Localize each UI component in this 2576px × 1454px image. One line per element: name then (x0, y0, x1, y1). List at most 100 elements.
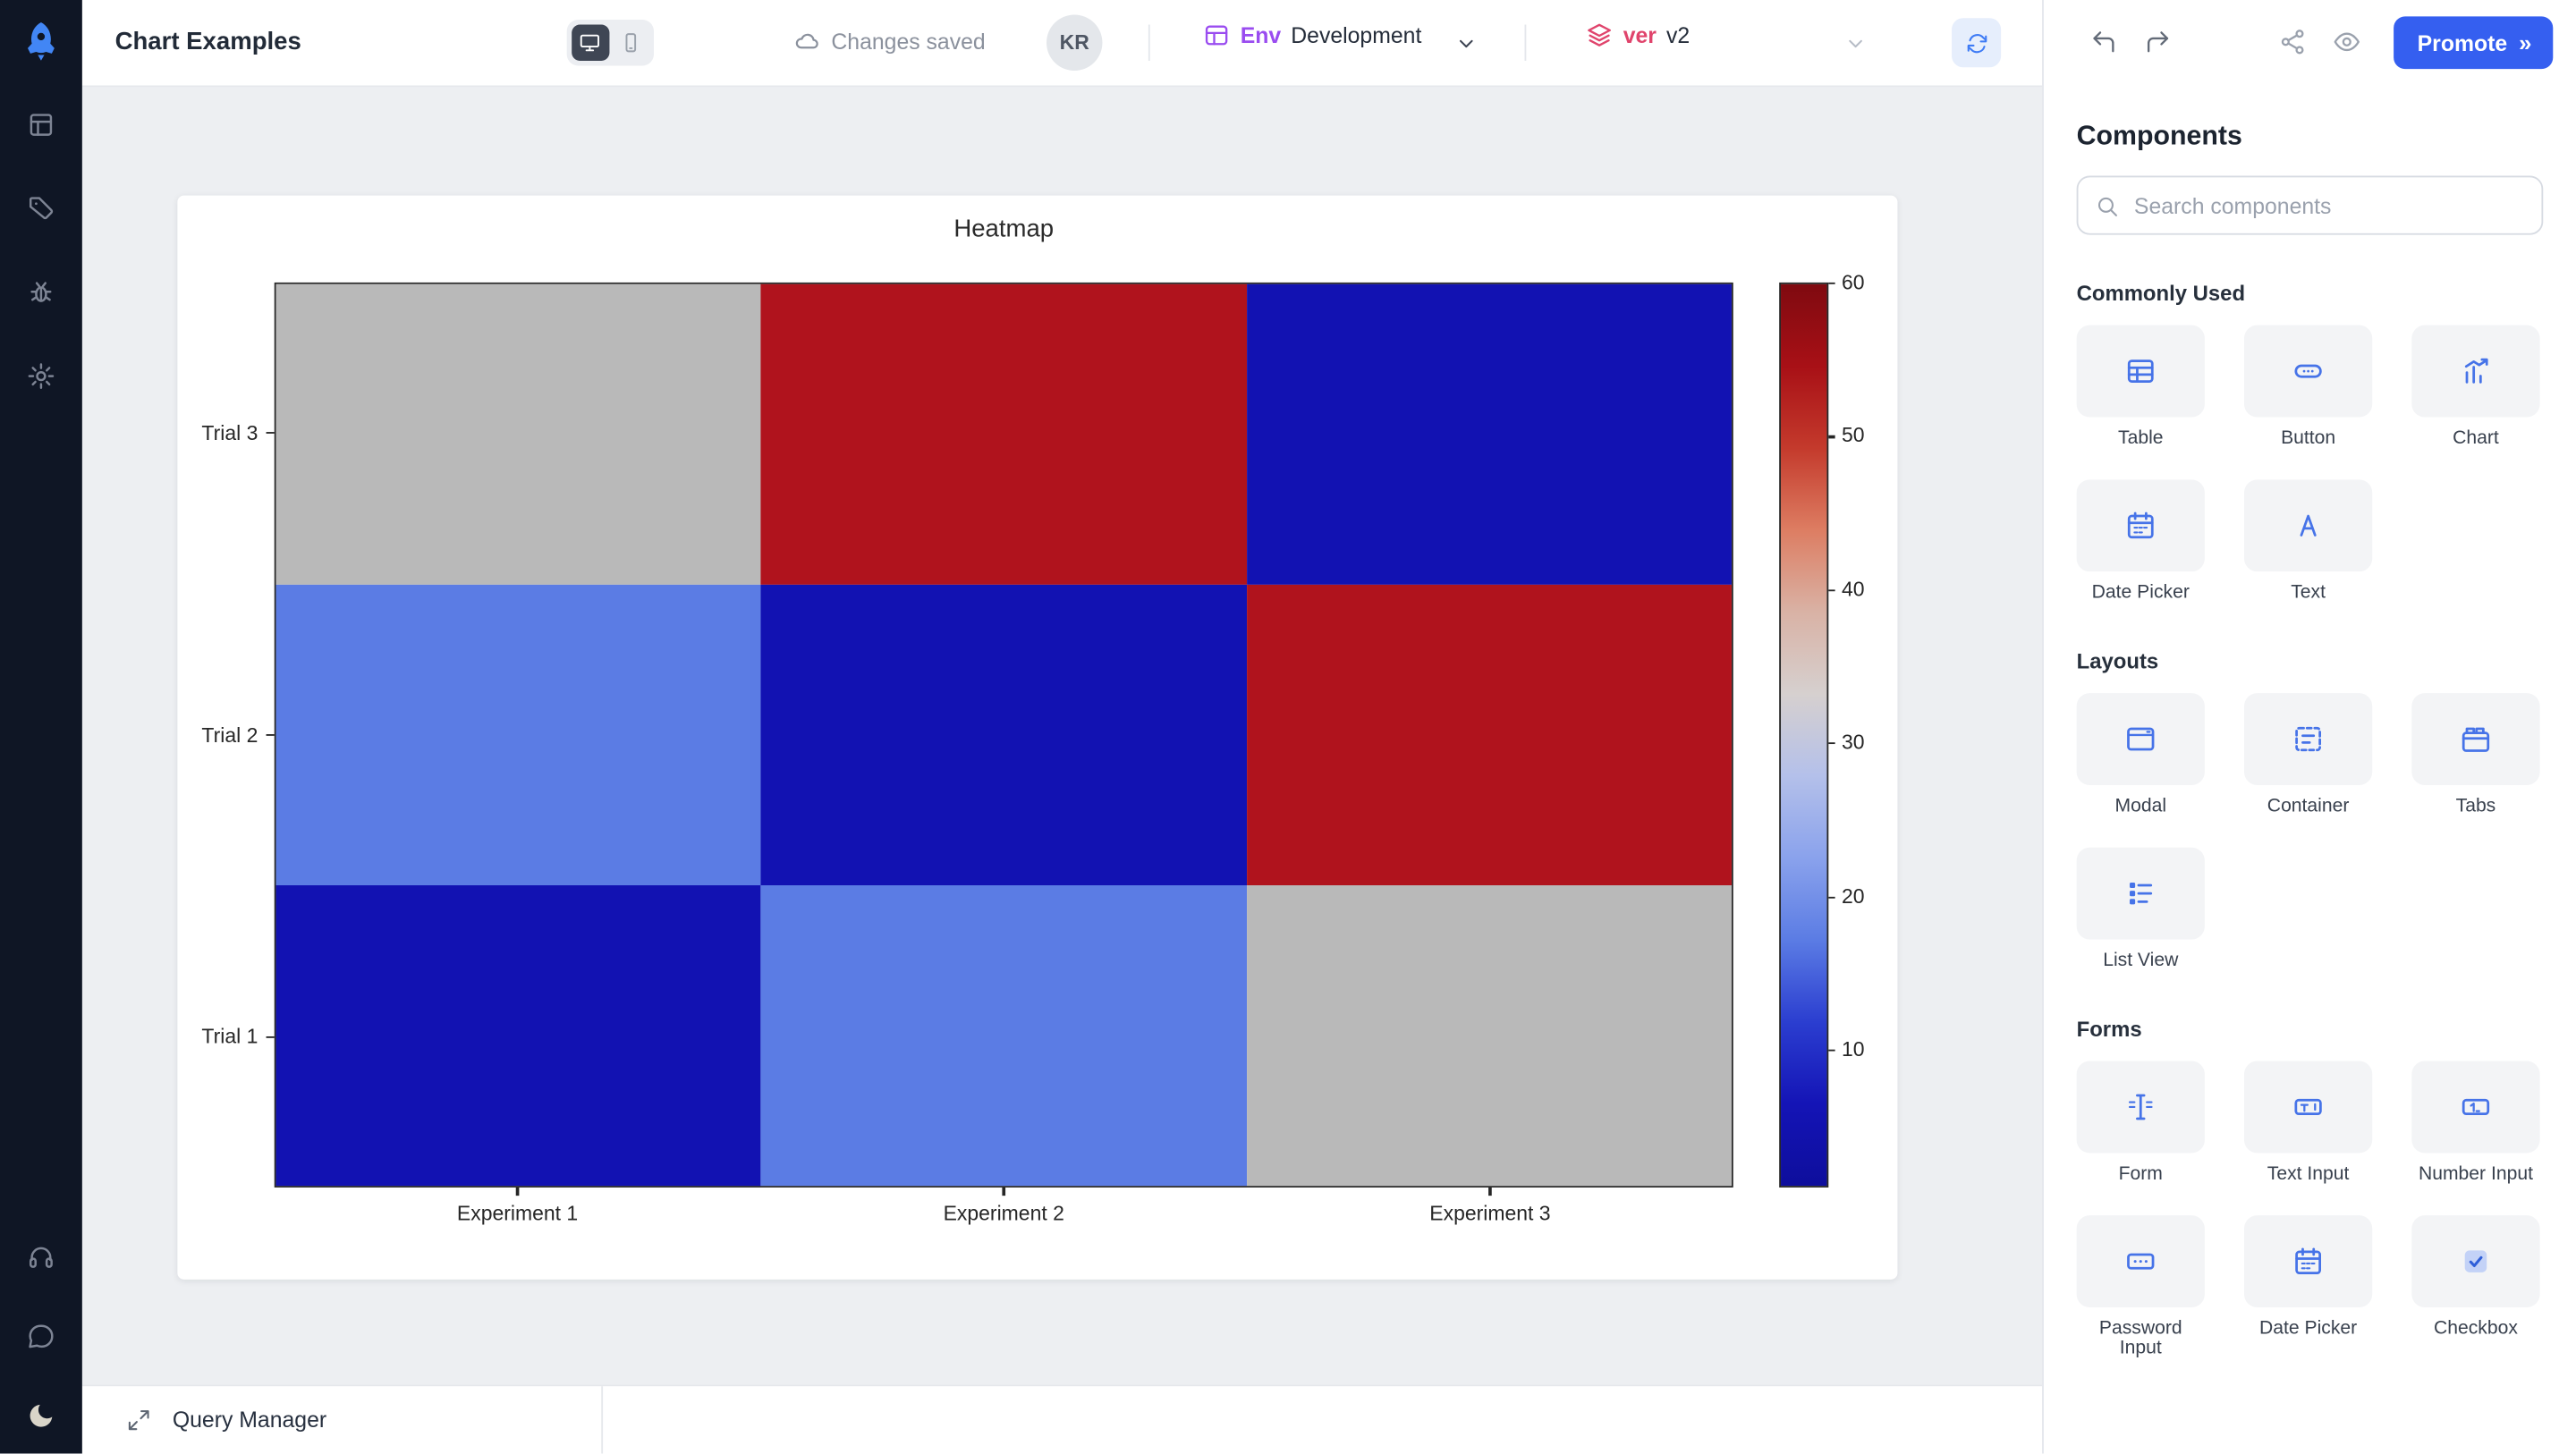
avatar[interactable]: KR (1046, 14, 1103, 71)
heatmap-cell (761, 885, 1247, 1187)
modal-icon (2124, 723, 2157, 756)
colorbar-tick-label: 40 (1841, 578, 1865, 601)
heatmap-plot (274, 282, 1733, 1188)
heatmap-cell (1246, 584, 1732, 885)
eye-icon (2334, 28, 2361, 55)
colorbar-tick (1828, 1049, 1835, 1052)
colorbar-tick (1828, 282, 1835, 285)
promote-chevron-icon: » (2519, 30, 2531, 56)
heatmap-cell (761, 584, 1247, 885)
y-axis-labels: Trial 3 Trial 2 Trial 1 (177, 283, 274, 1188)
component-card-label: List View (2103, 951, 2179, 971)
section-title: Layouts (2076, 648, 2159, 674)
query-manager-toggle[interactable]: Query Manager (82, 1386, 326, 1453)
undo-button[interactable] (2089, 28, 2119, 57)
component-card-label: Button (2281, 428, 2336, 449)
env-label: Env (1240, 22, 1282, 48)
bug-icon[interactable] (26, 277, 55, 307)
sidebar-nav (26, 110, 55, 391)
mobile-view-button[interactable] (612, 25, 648, 61)
passwordinput-icon (2124, 1245, 2157, 1278)
redo-icon (2144, 28, 2172, 55)
app-title: Chart Examples (114, 28, 301, 56)
version-selector[interactable]: ver v2 (1585, 21, 1690, 49)
component-card-tabs[interactable]: Tabs (2411, 693, 2540, 816)
container-icon (2292, 723, 2325, 756)
component-sections: Commonly Used Table Button Chart Date Picker… (2076, 281, 2544, 1358)
heatmap-cell (1246, 885, 1732, 1187)
tag-icon[interactable] (26, 194, 55, 224)
colorbar (1779, 282, 1829, 1188)
redo-button[interactable] (2144, 28, 2174, 57)
query-manager-label: Query Manager (172, 1408, 327, 1433)
y-tick-label: Trial 1 (177, 886, 274, 1188)
x-tick-label: Experiment 3 (1429, 1202, 1551, 1226)
component-card-button[interactable]: Button (2243, 325, 2373, 449)
component-card-date-picker[interactable]: Date Picker (2243, 1215, 2373, 1358)
component-card-label: Tabs (2455, 796, 2496, 816)
undo-icon (2089, 28, 2117, 55)
expand-icon (126, 1408, 151, 1433)
promote-label: Promote (2417, 30, 2508, 55)
promote-button[interactable]: Promote » (2394, 16, 2554, 70)
component-card-container[interactable]: Container (2243, 693, 2373, 816)
version-chevron-down-icon[interactable] (1843, 31, 1868, 56)
phone-icon (619, 31, 642, 55)
component-card-label: Password Input (2098, 1318, 2182, 1358)
component-card-text[interactable]: Text (2243, 479, 2373, 603)
component-card-chart[interactable]: Chart (2411, 325, 2540, 448)
version-value: v2 (1665, 22, 1690, 48)
app-canvas: Heatmap Trial 3 Trial 2 Trial 1 Experiment… (81, 85, 2043, 1385)
component-card-modal[interactable]: Modal (2076, 693, 2205, 816)
gear-icon[interactable] (26, 361, 55, 391)
search-input[interactable] (2131, 190, 2542, 220)
section-title: Commonly Used (2076, 281, 2246, 306)
refresh-button[interactable] (1952, 18, 2002, 68)
desktop-view-button[interactable] (572, 24, 609, 61)
text-icon (2292, 509, 2325, 542)
top-bar: Chart Examples Changes saved KR Env Deve… (81, 0, 2043, 88)
component-card-label: Form (2118, 1164, 2163, 1185)
chart-title: Heatmap (953, 215, 1055, 243)
chart-icon (2460, 355, 2493, 388)
checkbox-icon (2460, 1245, 2493, 1278)
environment-selector[interactable]: Env Development (1202, 21, 1421, 49)
component-card-table[interactable]: Table (2076, 325, 2205, 448)
panel-header: Promote » (2044, 0, 2576, 86)
numberinput-icon (2460, 1091, 2493, 1124)
editor-panel-icon[interactable] (26, 110, 55, 139)
heatmap-chart-component[interactable]: Heatmap Trial 3 Trial 2 Trial 1 Experiment… (177, 195, 1898, 1280)
headset-icon[interactable] (26, 1243, 55, 1272)
cloud-icon (793, 28, 819, 54)
component-card-list-view[interactable]: List View (2076, 847, 2205, 971)
section-forms: Forms Form Text Input Number Input Password … (2076, 1017, 2544, 1358)
y-tick-label: Trial 2 (177, 584, 274, 885)
refresh-icon (1964, 30, 1989, 55)
colorbar-tick-label: 60 (1841, 271, 1865, 294)
x-axis-ticks (275, 1187, 1733, 1197)
component-card-number-input[interactable]: Number Input (2411, 1061, 2540, 1185)
app-logo-icon[interactable] (20, 20, 63, 63)
listview-icon (2124, 877, 2157, 910)
components-panel: Promote » Components Commonly Used Table B… (2042, 0, 2576, 1454)
component-card-form[interactable]: Form (2076, 1061, 2205, 1185)
component-card-text-input[interactable]: Text Input (2243, 1061, 2373, 1184)
component-card-label: Number Input (2418, 1164, 2533, 1185)
search-icon (2095, 193, 2120, 218)
chat-icon[interactable] (26, 1323, 55, 1352)
moon-icon[interactable] (26, 1401, 55, 1431)
calendar-icon (2124, 509, 2157, 542)
component-card-label: Checkbox (2433, 1318, 2518, 1339)
heatmap-cell (275, 283, 762, 585)
save-status: Changes saved (793, 28, 986, 54)
divider (601, 1386, 604, 1454)
monitor-icon (579, 31, 602, 55)
share-button[interactable] (2279, 28, 2309, 57)
component-card-checkbox[interactable]: Checkbox (2411, 1215, 2540, 1358)
preview-button[interactable] (2334, 28, 2363, 57)
heatmap-grid (275, 283, 1732, 1187)
component-card-password-input[interactable]: Password Input (2076, 1215, 2205, 1358)
component-card-date-picker[interactable]: Date Picker (2076, 479, 2205, 603)
env-chevron-down-icon[interactable] (1454, 31, 1479, 56)
